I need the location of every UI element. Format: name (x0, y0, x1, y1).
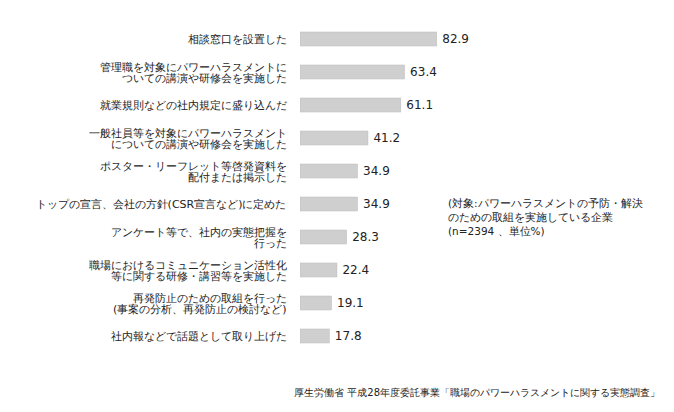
svg-text:17.8: 17.8 (335, 329, 362, 343)
svg-text:アンケート等で、社内の実態把握を行った: アンケート等で、社内の実態把握を行った (111, 226, 287, 250)
svg-text:相談窓口を設置した: 相談窓口を設置した (188, 33, 287, 46)
svg-text:19.1: 19.1 (337, 296, 364, 310)
svg-text:28.3: 28.3 (352, 230, 379, 244)
svg-text:34.9: 34.9 (363, 164, 390, 178)
svg-text:管理職を対象にパワーハラスメントについての講演や研修会を実施: 管理職を対象にパワーハラスメントについての講演や研修会を実施した (100, 61, 287, 85)
svg-text:一般社員等を対象にパワーハラスメントについての講演や研修会を: 一般社員等を対象にパワーハラスメントについての講演や研修会を実施した (89, 127, 287, 151)
svg-text:職場におけるコミュニケーション活性化等に関する研修・講習等を: 職場におけるコミュニケーション活性化等に関する研修・講習等を実施した (89, 259, 287, 283)
svg-text:41.2: 41.2 (373, 131, 400, 145)
svg-text:34.9: 34.9 (363, 197, 390, 211)
html-text:(対象:パワーハラスメントの予防・解決 のための取組を実施し: (対象:パワーハラスメントの予防・解決 のための取組を実施している企業 (n=2… (448, 197, 643, 237)
svg-text:82.9: 82.9 (442, 32, 469, 46)
svg-text:就業規則などの社内規定に盛り込んだ: 就業規則などの社内規定に盛り込んだ (100, 99, 287, 112)
svg-text:再発防止のための取組を行った(事案の分析、再発防止の検討など: 再発防止のための取組を行った(事案の分析、再発防止の検討など) (113, 292, 287, 316)
svg-text:22.4: 22.4 (342, 263, 369, 277)
svg-text:トップの宣言、会社の方針(CSR宣言など)に定めた: トップの宣言、会社の方針(CSR宣言など)に定めた (36, 198, 287, 211)
svg-text:63.4: 63.4 (410, 65, 437, 79)
svg-text:61.1: 61.1 (406, 98, 433, 112)
svg-text:ポスター・リーフレット等啓発資料を配付または掲示した: ポスター・リーフレット等啓発資料を配付または掲示した (100, 160, 287, 184)
svg-text:社内報などで話題として取り上げた: 社内報などで話題として取り上げた (111, 330, 287, 343)
html-text:厚生労働省 平成28年度委託事業「職場のパワーハラスメントに: 厚生労働省 平成28年度委託事業「職場のパワーハラスメントに関する実態調査」 (294, 387, 660, 398)
